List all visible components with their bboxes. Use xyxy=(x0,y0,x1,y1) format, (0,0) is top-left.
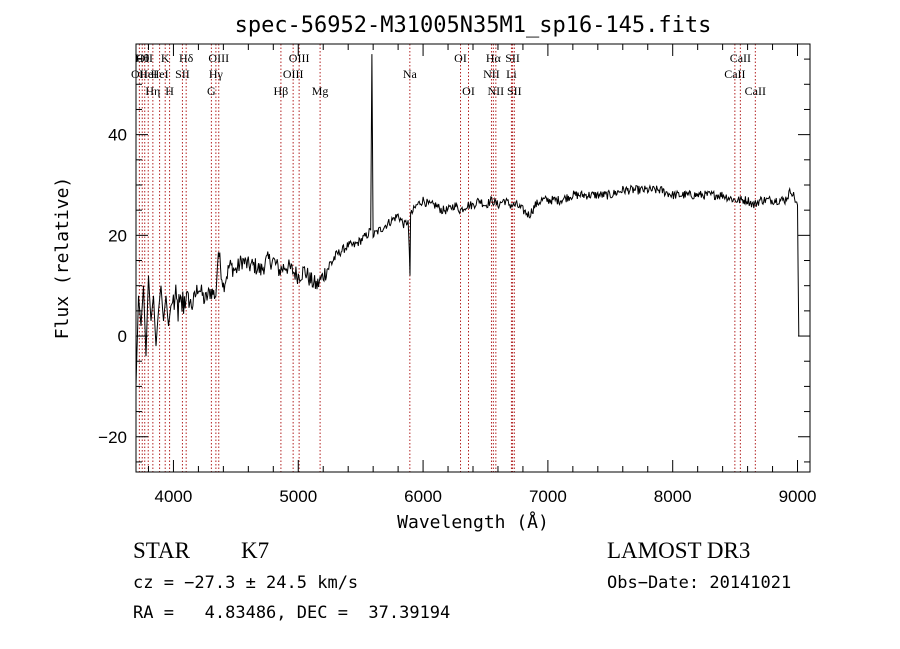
line-label-5: HeI xyxy=(151,67,169,81)
x-tick-label-5: 9000 xyxy=(779,487,817,506)
object-class: STAR xyxy=(133,538,190,563)
x-tick-label-1: 5000 xyxy=(279,487,317,506)
y-tick-label-0: −20 xyxy=(98,428,127,447)
line-label-22: NII xyxy=(488,84,505,98)
line-label-1: Hθ xyxy=(135,51,150,65)
line-label-10: G xyxy=(207,84,216,98)
chart-title: spec-56952-M31005N35M1_sp16-145.fits xyxy=(235,13,712,38)
line-labels: OIIHθOIIHeIHηHeIKHSIIHδGHγOIIIHβOIIIOIII… xyxy=(131,51,766,98)
line-label-18: OI xyxy=(454,51,467,65)
coordinates: RA = 4.83486, DEC = 37.39194 xyxy=(133,603,451,623)
line-label-19: OI xyxy=(462,84,475,98)
line-label-17: Na xyxy=(403,67,418,81)
y-axis-label: Flux (relative) xyxy=(52,177,73,340)
y-tick-label-2: 20 xyxy=(108,226,127,245)
x-tick-label-2: 6000 xyxy=(404,487,442,506)
y-axis-ticks: −20 0 20 40 xyxy=(98,58,810,463)
line-label-9: Hδ xyxy=(179,51,194,65)
line-markers xyxy=(138,44,756,472)
line-label-4: Hη xyxy=(145,84,160,98)
line-label-28: CaII xyxy=(745,84,766,98)
line-label-12: OIII xyxy=(208,51,229,65)
spectrum-line-0 xyxy=(135,54,800,387)
line-label-27: CaII xyxy=(730,51,751,65)
line-label-8: SII xyxy=(175,67,190,81)
survey-name: LAMOST DR3 xyxy=(607,538,751,563)
plot-frame xyxy=(135,43,811,473)
y-tick-label-1: 0 xyxy=(118,327,127,346)
line-label-26: CaII xyxy=(724,67,745,81)
observation-date: Obs−Date: 20141021 xyxy=(607,573,792,593)
line-label-16: Mg xyxy=(312,84,329,98)
line-label-20: NII xyxy=(483,67,500,81)
line-label-24: SII xyxy=(505,51,520,65)
line-label-23: Li xyxy=(506,67,517,81)
x-axis-ticks: 4000 5000 6000 7000 8000 9000 xyxy=(147,44,817,506)
y-tick-label-3: 40 xyxy=(108,126,127,145)
line-label-11: Hγ xyxy=(209,67,224,81)
x-axis-label: Wavelength (Å) xyxy=(397,511,549,533)
line-label-7: H xyxy=(165,84,174,98)
line-label-13: Hβ xyxy=(274,84,289,98)
object-subclass: K7 xyxy=(241,538,270,563)
line-label-2: OII xyxy=(136,51,153,65)
line-label-3: HeI xyxy=(139,67,157,81)
x-tick-label-0: 4000 xyxy=(155,487,193,506)
spectrum-series xyxy=(135,54,800,387)
line-label-21: Hα xyxy=(486,51,502,65)
line-label-6: K xyxy=(161,51,170,65)
line-label-25: SII xyxy=(507,84,522,98)
redshift-info: cz = −27.3 ± 24.5 km/s xyxy=(133,573,359,593)
x-tick-label-3: 7000 xyxy=(529,487,567,506)
line-label-14: OIII xyxy=(283,67,304,81)
line-label-0: OII xyxy=(131,67,148,81)
line-label-15: OIII xyxy=(289,51,310,65)
x-tick-label-4: 8000 xyxy=(654,487,692,506)
